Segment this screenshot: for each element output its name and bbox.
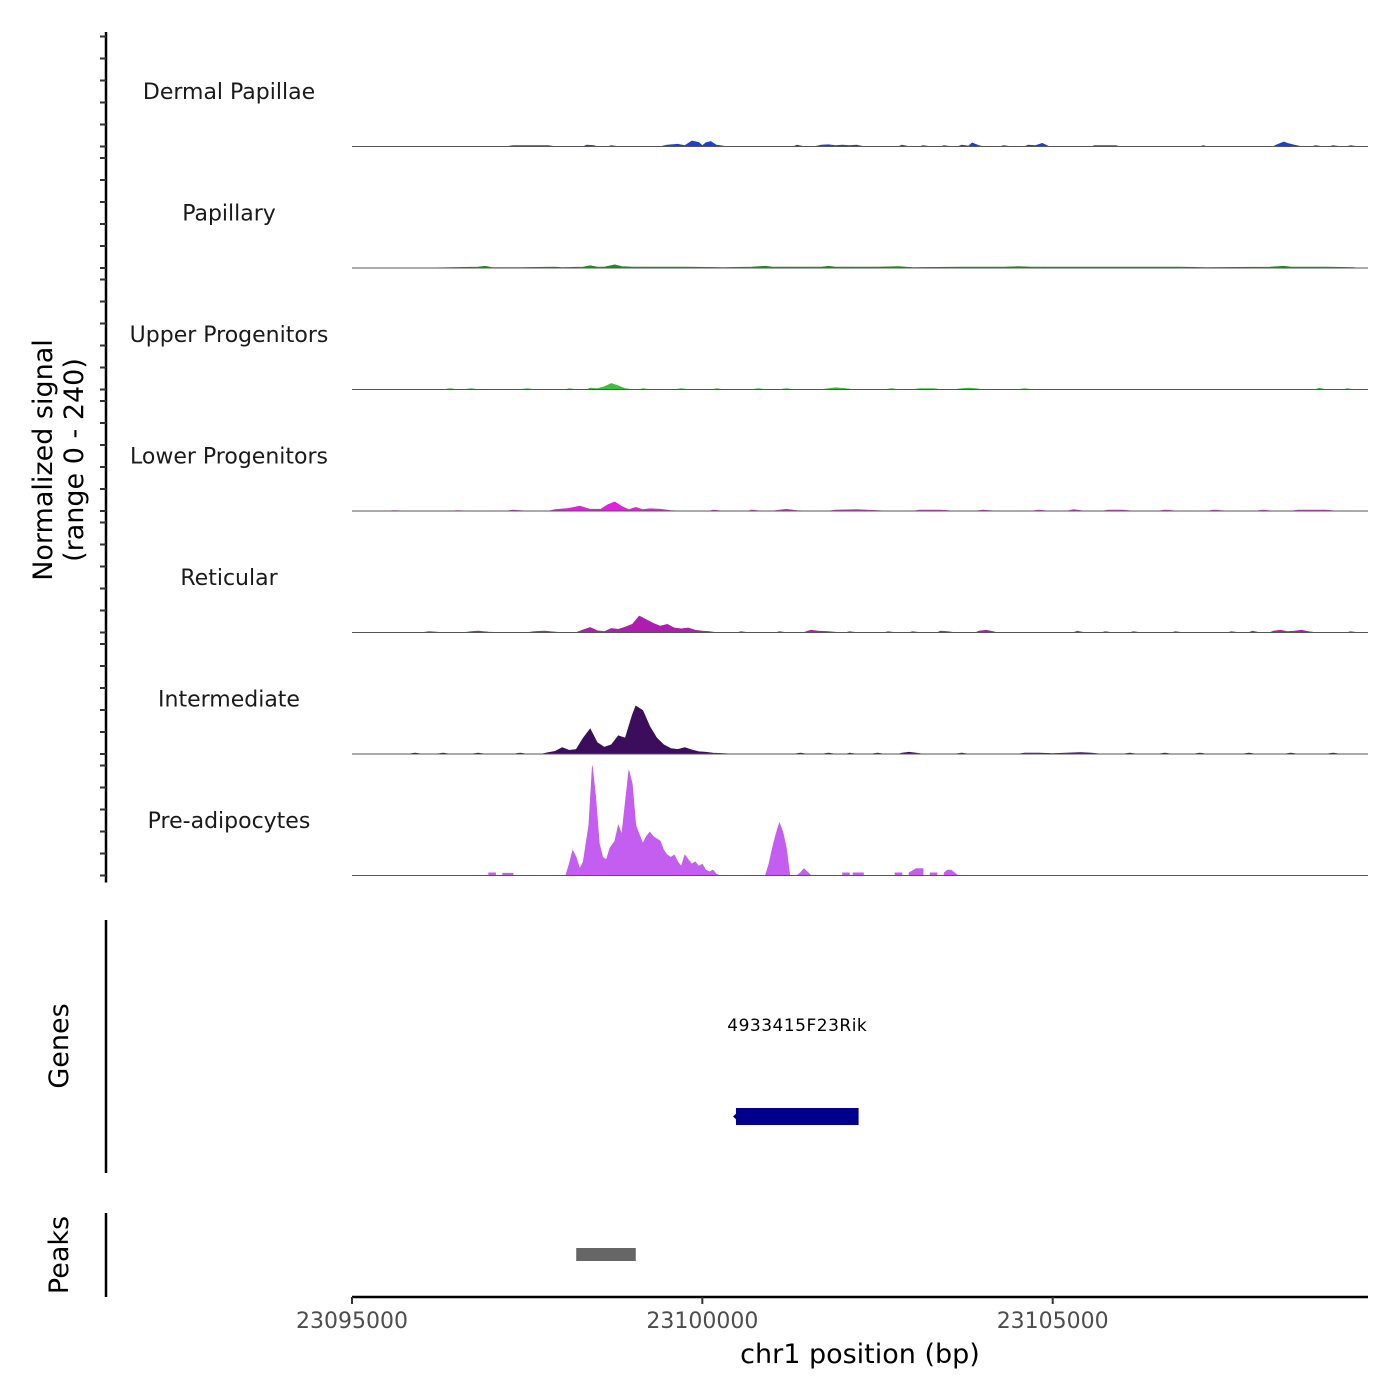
gene-body <box>735 1108 859 1125</box>
peaks-panel <box>104 1213 636 1297</box>
peaks-track-title: Peaks <box>44 1216 75 1294</box>
coverage-area-intermediate <box>408 705 1341 755</box>
coverage-area-reticular <box>422 615 1358 633</box>
coverage-area-upper-progenitors <box>443 383 1355 390</box>
track-label-intermediate: Intermediate <box>158 688 300 713</box>
coverage-tracks: Dermal Papillae Papillary Upper Progenitor… <box>100 32 1368 883</box>
track-label-dermal-papillae: Dermal Papillae <box>143 80 315 105</box>
genes-panel: 4933415F23Rik <box>104 920 867 1173</box>
gene-strand-marker <box>732 1110 740 1123</box>
x-tick-label: 23100000 <box>646 1309 758 1334</box>
track-label-lower-progenitors: Lower Progenitors <box>130 445 328 470</box>
coverage-area-lower-progenitors <box>386 501 1337 512</box>
track-label-upper-progenitors: Upper Progenitors <box>130 323 329 348</box>
coverage-area-dermal-papillae <box>506 140 1358 147</box>
track-label-reticular: Reticular <box>180 566 278 591</box>
genes-track-title: Genes <box>44 1003 75 1088</box>
x-tick-label: 23105000 <box>997 1309 1109 1334</box>
track-label-papillary: Papillary <box>182 202 276 227</box>
x-tick-label: 23095000 <box>296 1309 408 1334</box>
x-axis-title: chr1 position (bp) <box>740 1339 980 1370</box>
x-axis: 23095000 23100000 23105000 <box>296 1295 1368 1334</box>
y-axis-title-line1: Normalized signal <box>28 339 59 581</box>
y-axis-title-line2: (range 0 - 240) <box>59 358 90 562</box>
track-label-pre-adipocytes: Pre-adipocytes <box>148 809 311 834</box>
peak-region <box>576 1248 636 1261</box>
gene-label: 4933415F23Rik <box>727 1016 867 1036</box>
coverage-area-pre-adipocytes <box>488 765 959 876</box>
